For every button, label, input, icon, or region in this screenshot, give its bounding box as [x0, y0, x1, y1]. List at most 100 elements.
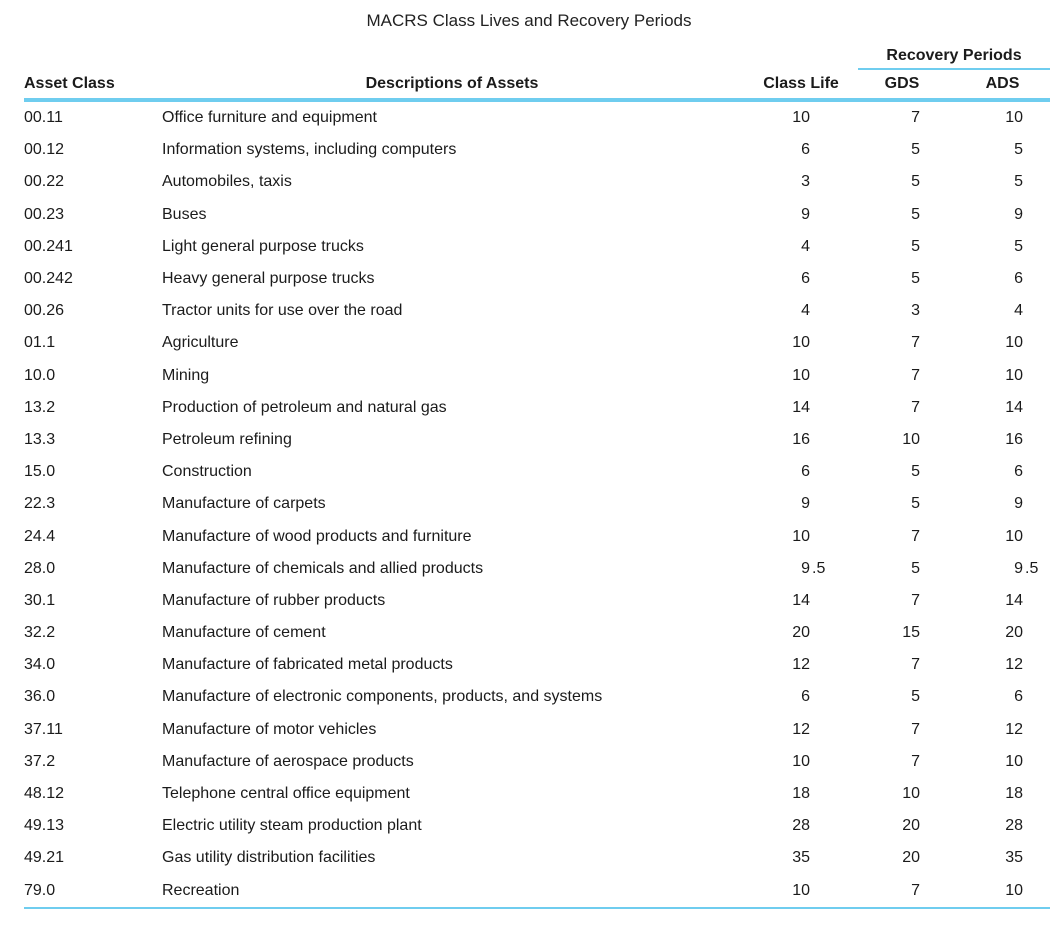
table-row: 49.13 Electric utility steam production … — [24, 810, 1050, 842]
gds-int: 5 — [911, 688, 920, 706]
ads-cell: 14 — [936, 592, 1050, 610]
description-cell: Manufacture of motor vehicles — [162, 720, 377, 738]
description-cell: Office furniture and equipment — [162, 109, 377, 127]
asset-class-cell: 79.0 — [24, 881, 56, 899]
class-life-int: 12 — [792, 720, 810, 738]
table-row: 00.241 Light general purpose trucks 4 5 … — [24, 231, 1050, 263]
class-life-int: 10 — [792, 334, 810, 352]
class-life-frac: .5 — [812, 559, 826, 577]
table-row: 79.0 Recreation 10 7 10 — [24, 875, 1050, 907]
gds-frac — [920, 399, 936, 417]
description-cell: Automobiles, taxis — [162, 173, 292, 191]
gds-frac — [920, 463, 936, 481]
class-life-cell: 10 — [700, 334, 826, 352]
class-life-cell: 6 — [700, 688, 826, 706]
gds-int: 7 — [911, 109, 920, 127]
ads-cell: 10 — [936, 753, 1050, 771]
asset-class-cell: 13.3 — [24, 430, 56, 448]
class-life-frac — [810, 431, 826, 449]
column-header-ads: ADS — [985, 75, 1020, 92]
class-life-int: 16 — [792, 430, 810, 448]
gds-int: 5 — [911, 141, 920, 159]
gds-int: 7 — [911, 398, 920, 416]
ads-int: 9 — [1014, 205, 1023, 223]
description-cell: Manufacture of aerospace products — [162, 752, 414, 770]
asset-class-cell: 00.242 — [24, 270, 73, 288]
gds-frac — [920, 495, 936, 513]
ads-cell: 12 — [936, 721, 1050, 739]
ads-cell: 10 — [936, 334, 1050, 352]
gds-int: 7 — [911, 752, 920, 770]
description-cell: Buses — [162, 205, 207, 223]
ads-int: 10 — [1005, 334, 1023, 352]
ads-frac: .5 — [1025, 559, 1039, 577]
macrs-table-page: MACRS Class Lives and Recovery Periods R… — [24, 11, 1050, 909]
description-cell: Manufacture of fabricated metal products — [162, 656, 453, 674]
class-life-cell: 18 — [700, 785, 826, 803]
gds-int: 3 — [911, 302, 920, 320]
ads-frac — [1023, 270, 1039, 288]
gds-frac — [920, 334, 936, 352]
class-life-frac — [810, 656, 826, 674]
class-life-int: 6 — [801, 688, 810, 706]
table-row: 15.0 Construction 6 5 6 — [24, 456, 1050, 488]
gds-int: 7 — [911, 591, 920, 609]
ads-frac — [1023, 721, 1039, 739]
ads-frac — [1023, 656, 1039, 674]
ads-int: 10 — [1005, 527, 1023, 545]
ads-frac — [1023, 463, 1039, 481]
class-life-int: 9 — [801, 559, 810, 577]
gds-frac — [920, 367, 936, 385]
class-life-int: 12 — [792, 656, 810, 674]
class-life-cell: 28 — [700, 817, 826, 835]
ads-frac — [1023, 238, 1039, 256]
table-header-row: Asset Class Descriptions of Assets Class… — [24, 70, 1050, 102]
ads-int: 18 — [1005, 785, 1023, 803]
table-row: 00.22 Automobiles, taxis 3 5 5 — [24, 166, 1050, 198]
table-row: 00.11 Office furniture and equipment 10 … — [24, 102, 1050, 134]
gds-int: 20 — [902, 817, 920, 835]
ads-int: 12 — [1005, 720, 1023, 738]
gds-frac — [920, 721, 936, 739]
class-life-frac — [810, 270, 826, 288]
ads-frac — [1023, 173, 1039, 191]
description-cell: Production of petroleum and natural gas — [162, 398, 447, 416]
ads-frac — [1023, 302, 1039, 320]
table-row: 13.3 Petroleum refining 16 10 16 — [24, 424, 1050, 456]
gds-frac — [920, 302, 936, 320]
gds-frac — [920, 592, 936, 610]
class-life-cell: 4 — [700, 238, 826, 256]
asset-class-cell: 34.0 — [24, 656, 56, 674]
class-life-int: 9 — [801, 495, 810, 513]
class-life-frac — [810, 206, 826, 224]
gds-cell: 5 — [826, 238, 936, 256]
ads-cell: 20 — [936, 624, 1050, 642]
table-row: 49.21 Gas utility distribution facilitie… — [24, 842, 1050, 874]
gds-int: 10 — [902, 430, 920, 448]
table-row: 01.1 Agriculture 10 7 10 — [24, 327, 1050, 359]
class-life-frac — [810, 785, 826, 803]
gds-frac — [920, 785, 936, 803]
ads-cell: 10 — [936, 882, 1050, 900]
ads-cell: 14 — [936, 399, 1050, 417]
gds-frac — [920, 528, 936, 546]
gds-cell: 10 — [826, 431, 936, 449]
table-row: 00.26 Tractor units for use over the roa… — [24, 295, 1050, 327]
ads-int: 5 — [1014, 141, 1023, 159]
description-cell: Manufacture of wood products and furnitu… — [162, 527, 472, 545]
ads-cell: 18 — [936, 785, 1050, 803]
gds-cell: 10 — [826, 785, 936, 803]
class-life-frac — [810, 367, 826, 385]
class-life-int: 6 — [801, 141, 810, 159]
ads-frac — [1023, 528, 1039, 546]
ads-int: 6 — [1014, 688, 1023, 706]
asset-class-cell: 24.4 — [24, 527, 56, 545]
gds-cell: 7 — [826, 753, 936, 771]
class-life-frac — [810, 238, 826, 256]
ads-frac — [1023, 753, 1039, 771]
macrs-table: Recovery Periods Asset Class Description… — [24, 41, 1050, 909]
ads-cell: 6 — [936, 270, 1050, 288]
gds-cell: 7 — [826, 367, 936, 385]
description-cell: Petroleum refining — [162, 430, 292, 448]
ads-int: 35 — [1005, 849, 1023, 867]
